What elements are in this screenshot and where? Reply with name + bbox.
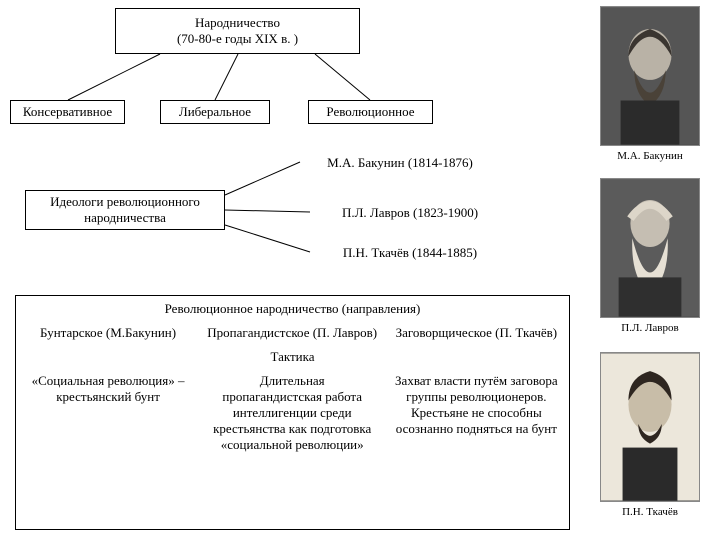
caption-bakunin: М.А. Бакунин xyxy=(595,150,705,162)
branch-liberal: Либеральное xyxy=(160,100,270,124)
col-name-0: Бунтарское (М.Бакунин) xyxy=(16,323,200,343)
caption-tkachev: П.Н. Ткачёв xyxy=(595,506,705,518)
portrait-lavrov xyxy=(600,178,700,318)
directions-table: Революционное народничество (направления… xyxy=(15,295,570,530)
title-box: Народничество (70-80-е годы XIX в. ) xyxy=(115,8,360,54)
col-name-2: Заговорщическое (П. Ткачёв) xyxy=(384,323,568,343)
portrait-tkachev xyxy=(600,352,700,502)
person-tkachev: П.Н. Ткачёв (1844-1885) xyxy=(310,245,510,261)
ideologists-box: Идеологи революционного народничества xyxy=(25,190,225,230)
branch-label: Либеральное xyxy=(179,104,251,120)
caption-lavrov: П.Л. Лавров xyxy=(595,322,705,334)
tactic-header: Тактика xyxy=(16,343,569,369)
subtitle: (70-80-е годы XIX в. ) xyxy=(177,31,298,47)
branch-label: Консервативное xyxy=(23,104,112,120)
branch-label: Революционное xyxy=(326,104,414,120)
portrait-bakunin xyxy=(600,6,700,146)
ideologists-label: Идеологи революционного народничества xyxy=(32,194,218,226)
title: Народничество xyxy=(195,15,280,31)
person-bakunin: М.А. Бакунин (1814-1876) xyxy=(300,155,500,171)
tactic-1: Длительная пропагандистская работа интел… xyxy=(200,369,384,457)
col-name-1: Пропагандистское (П. Лавров) xyxy=(200,323,384,343)
person-lavrov: П.Л. Лавров (1823-1900) xyxy=(310,205,510,221)
directions-title: Революционное народничество (направления… xyxy=(16,296,569,323)
branch-revolutionary: Революционное xyxy=(308,100,433,124)
tactic-2: Захват власти путём заговора группы рево… xyxy=(384,369,568,457)
tactic-0: «Социальная революция» – крестьянский бу… xyxy=(16,369,200,457)
branch-conservative: Консервативное xyxy=(10,100,125,124)
